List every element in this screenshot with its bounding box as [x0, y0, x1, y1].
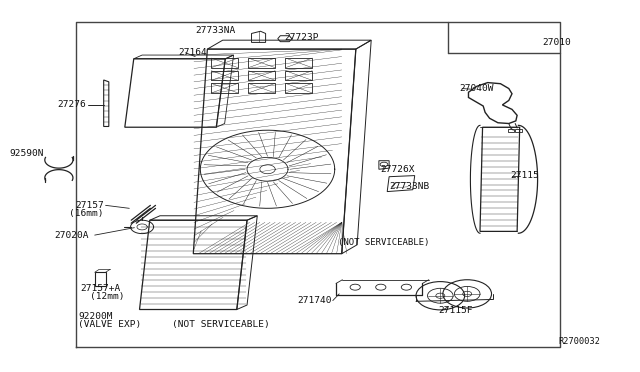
- Bar: [211, 58, 238, 68]
- Text: 27010: 27010: [543, 38, 572, 47]
- Bar: [285, 58, 312, 68]
- Text: 92200M: 92200M: [78, 312, 113, 321]
- Text: (VALVE EXP): (VALVE EXP): [78, 320, 141, 329]
- Bar: [248, 83, 275, 93]
- Text: 27733NA: 27733NA: [195, 26, 236, 35]
- Text: 271740: 271740: [297, 296, 332, 305]
- Text: 27164: 27164: [178, 48, 207, 57]
- Bar: [211, 83, 238, 93]
- Bar: [285, 83, 312, 93]
- Text: 92590N: 92590N: [9, 149, 44, 158]
- Text: 27726X: 27726X: [381, 165, 415, 174]
- Text: R2700032: R2700032: [558, 337, 600, 346]
- Text: (16mm): (16mm): [69, 209, 104, 218]
- Text: 27276: 27276: [58, 100, 86, 109]
- Bar: [508, 129, 514, 132]
- Text: 27157+A: 27157+A: [80, 284, 120, 293]
- Bar: [248, 58, 275, 68]
- Text: (NOT SERVICEABLE): (NOT SERVICEABLE): [338, 238, 429, 247]
- Text: 27115: 27115: [511, 171, 540, 180]
- Text: 27157: 27157: [75, 201, 104, 210]
- Text: 27733NB: 27733NB: [389, 182, 429, 191]
- Bar: [248, 71, 275, 80]
- Text: (12mm): (12mm): [90, 292, 125, 301]
- Text: 27115F: 27115F: [438, 306, 473, 315]
- Text: 27040W: 27040W: [460, 84, 494, 93]
- Text: (NOT SERVICEABLE): (NOT SERVICEABLE): [172, 320, 269, 329]
- Text: 27020A: 27020A: [54, 231, 88, 240]
- Bar: [211, 71, 238, 80]
- Bar: [515, 129, 522, 132]
- Bar: [285, 71, 312, 80]
- Text: 27723P: 27723P: [285, 33, 319, 42]
